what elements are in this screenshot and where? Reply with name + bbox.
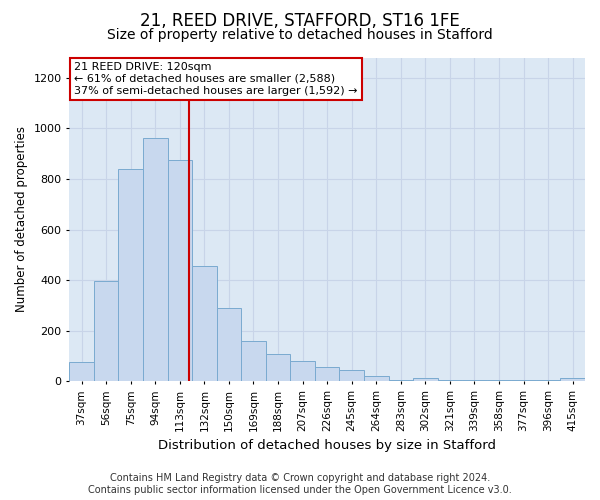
Y-axis label: Number of detached properties: Number of detached properties	[15, 126, 28, 312]
Bar	[536, 380, 560, 382]
Bar	[118, 169, 143, 382]
Bar	[266, 354, 290, 382]
Bar	[364, 376, 389, 382]
Bar	[389, 380, 413, 382]
Bar	[192, 266, 217, 382]
Bar	[560, 378, 585, 382]
Bar	[143, 138, 167, 382]
Text: 21, REED DRIVE, STAFFORD, ST16 1FE: 21, REED DRIVE, STAFFORD, ST16 1FE	[140, 12, 460, 30]
Bar	[167, 160, 192, 382]
X-axis label: Distribution of detached houses by size in Stafford: Distribution of detached houses by size …	[158, 440, 496, 452]
Bar	[315, 368, 340, 382]
Bar	[217, 308, 241, 382]
Text: 21 REED DRIVE: 120sqm
← 61% of detached houses are smaller (2,588)
37% of semi-d: 21 REED DRIVE: 120sqm ← 61% of detached …	[74, 62, 358, 96]
Bar	[70, 362, 94, 382]
Text: Contains HM Land Registry data © Crown copyright and database right 2024.
Contai: Contains HM Land Registry data © Crown c…	[88, 474, 512, 495]
Bar	[340, 370, 364, 382]
Text: Size of property relative to detached houses in Stafford: Size of property relative to detached ho…	[107, 28, 493, 42]
Bar	[487, 380, 511, 382]
Bar	[462, 380, 487, 382]
Bar	[437, 380, 462, 382]
Bar	[290, 361, 315, 382]
Bar	[241, 341, 266, 382]
Bar	[511, 380, 536, 382]
Bar	[413, 378, 437, 382]
Bar	[94, 282, 118, 382]
